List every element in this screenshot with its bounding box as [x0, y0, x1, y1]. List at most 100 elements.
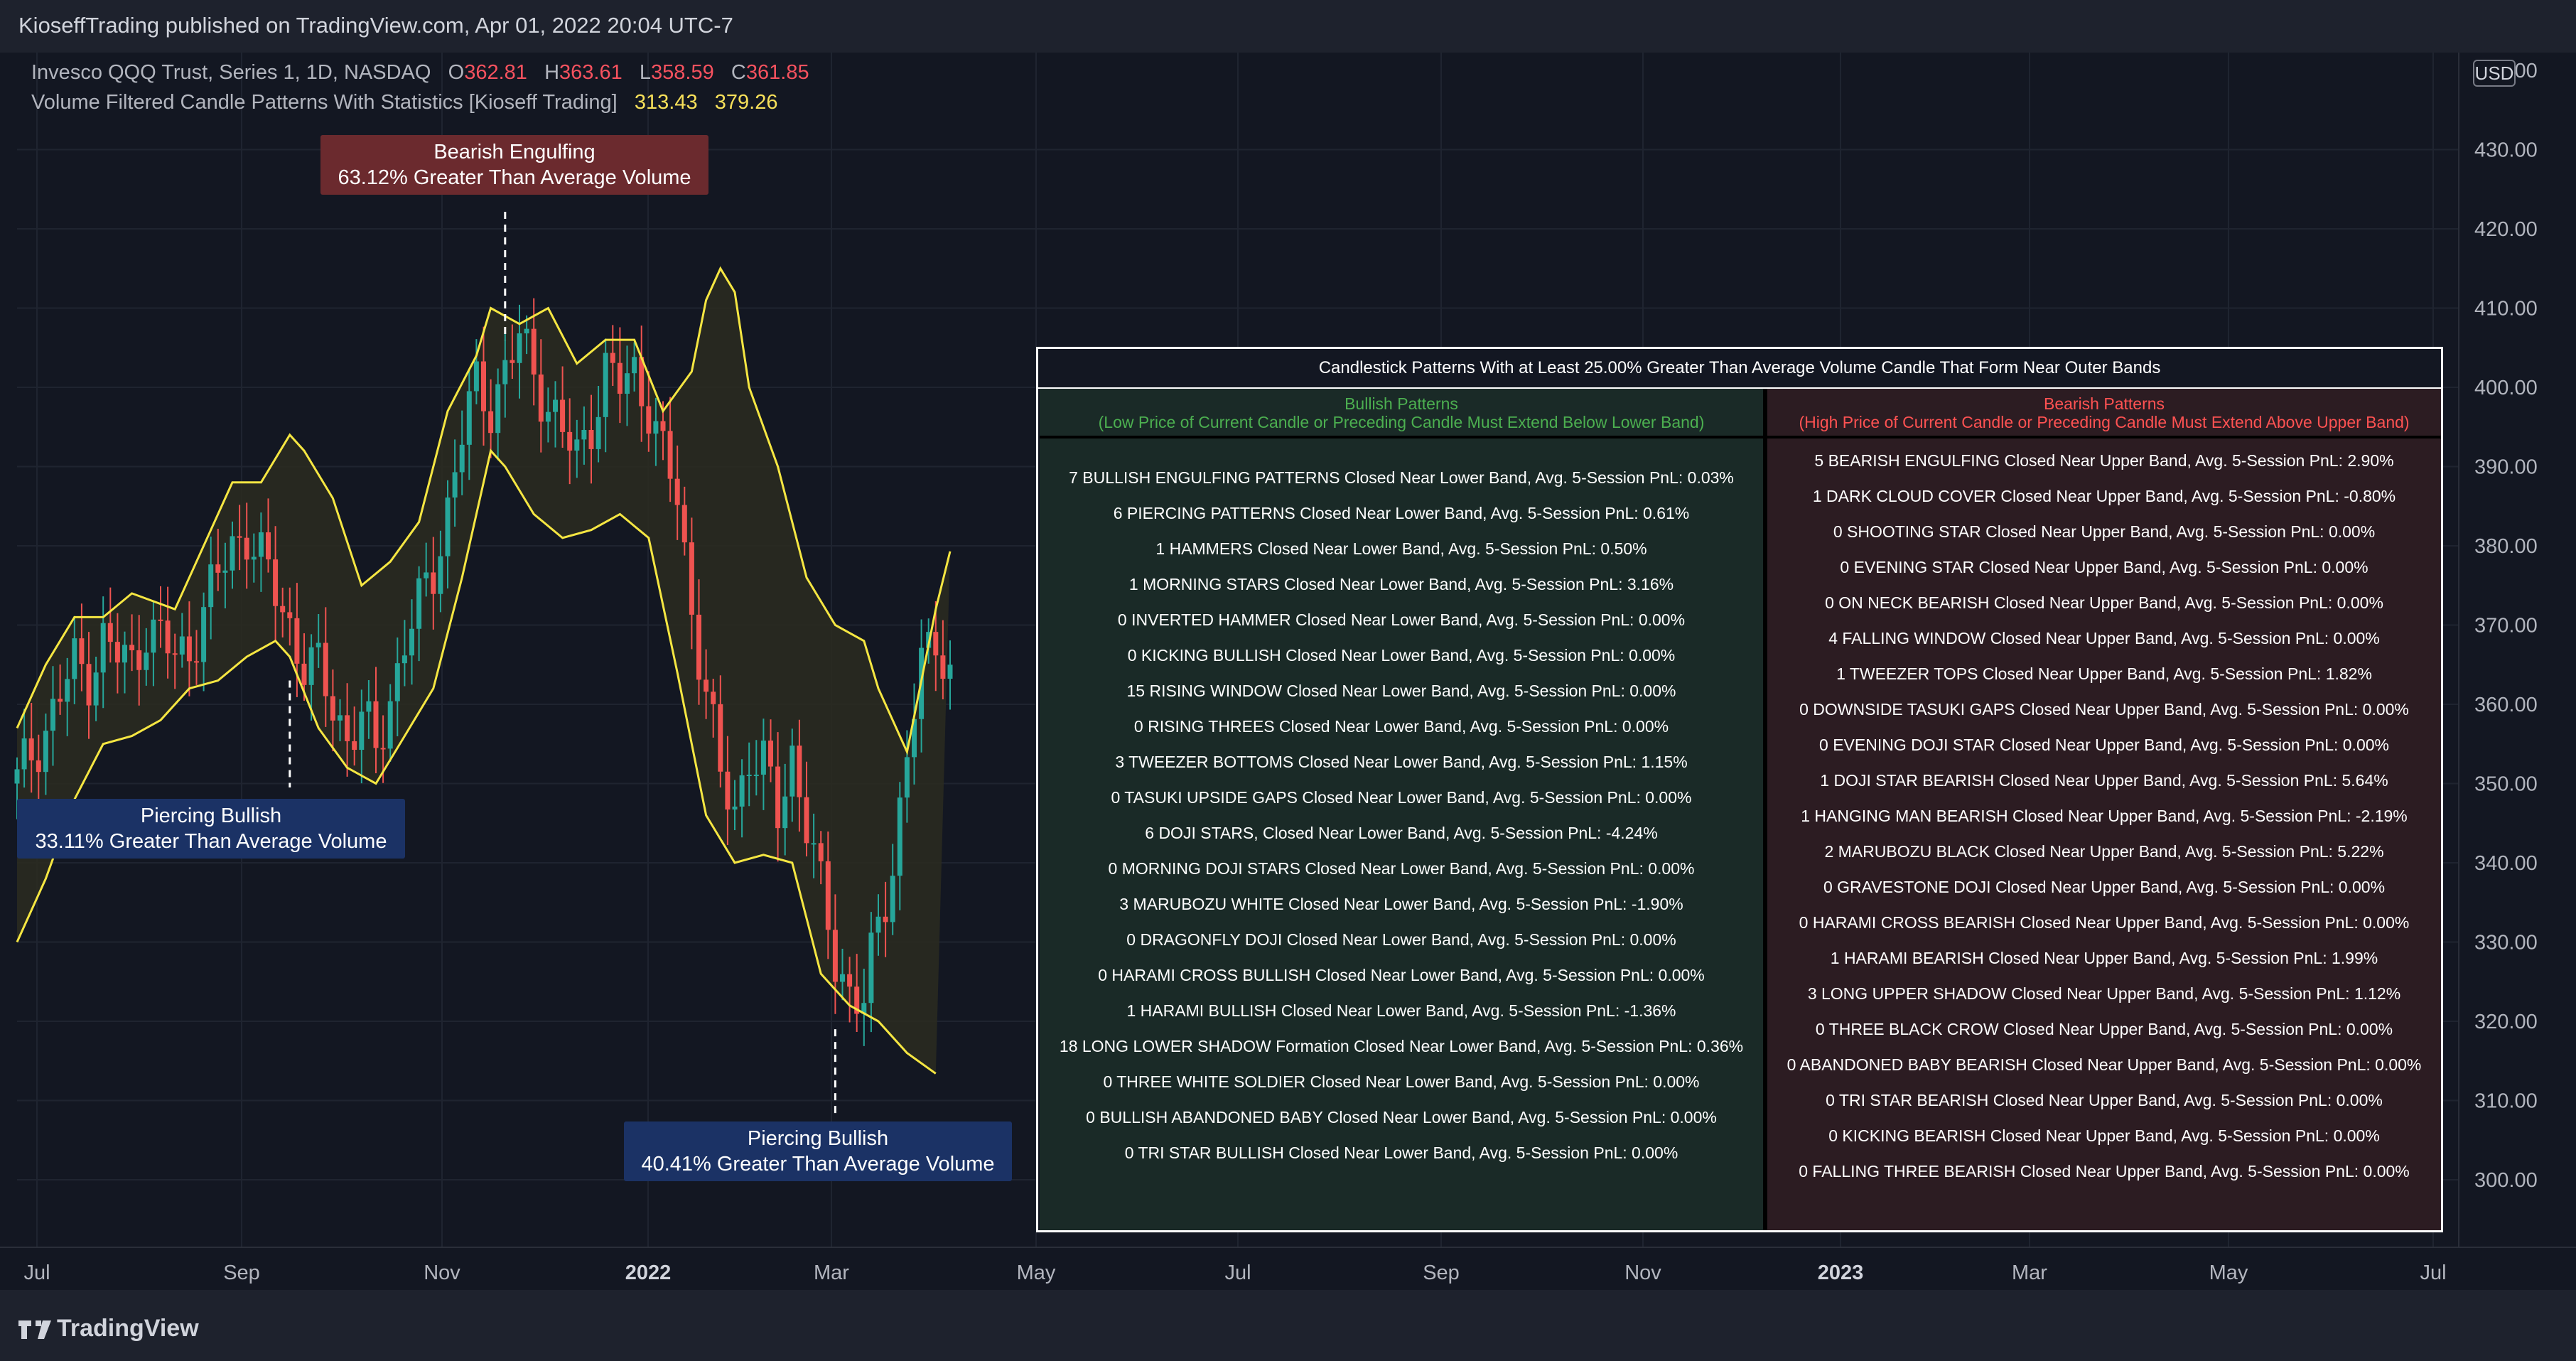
candle-body [704, 679, 709, 692]
candle-body [502, 360, 508, 384]
candle-body [890, 876, 895, 922]
upper-band-line [16, 266, 952, 755]
candle-body [689, 542, 694, 615]
candle-body [545, 411, 551, 422]
bullish-pattern-row: 1 MORNING STARS Closed Near Lower Band, … [1128, 575, 1674, 593]
candle-body [473, 361, 479, 392]
bullish-pattern-row: 15 RISING WINDOW Closed Near Lower Band,… [1126, 682, 1676, 700]
candle-body [273, 559, 279, 606]
candle-body [93, 672, 99, 706]
bullish-pattern-row: 0 TRI STAR BULLISH Closed Near Lower Ban… [1124, 1144, 1678, 1162]
bearish-rows: 5 BEARISH ENGULFING Closed Near Upper Ba… [1767, 443, 2441, 1189]
candle-body [674, 478, 680, 505]
candle-body [50, 699, 55, 731]
candle-body [904, 757, 910, 798]
candle-body [387, 701, 393, 749]
time-tick-label: Nov [1624, 1262, 1661, 1284]
candle-body [567, 431, 573, 451]
candle-body [72, 638, 77, 679]
indicator-value-1: 313.43 [634, 91, 698, 114]
bullish-pattern-row: 0 BULLISH ABANDONED BABY Closed Near Low… [1086, 1108, 1717, 1126]
candle-body [517, 333, 522, 363]
time-tick-label: May [2209, 1262, 2248, 1284]
candle-body [194, 661, 199, 663]
candle-body [933, 632, 939, 656]
bullish-pattern-row: 1 HARAMI BULLISH Closed Near Lower Band,… [1126, 1001, 1676, 1020]
bearish-pattern-row: 3 LONG UPPER SHADOW Closed Near Upper Ba… [1807, 984, 2401, 1003]
candle-body [445, 497, 451, 556]
bearish-pattern-row: 1 TWEEZER TOPS Closed Near Upper Band, A… [1836, 665, 2372, 683]
currency-button[interactable]: USD [2473, 60, 2516, 87]
annotation-text: 40.41% Greater Than Average Volume [641, 1153, 995, 1176]
candle-body [323, 642, 328, 696]
tradingview-logo[interactable]: TradingView [18, 1315, 199, 1343]
bearish-pattern-row: 0 ON NECK BEARISH Closed Near Upper Band… [1825, 593, 2383, 612]
bullish-pattern-row: 0 TASUKI UPSIDE GAPS Closed Near Lower B… [1111, 788, 1692, 807]
candle-body [610, 353, 615, 363]
price-tick-label: 410.00 [2474, 298, 2538, 321]
bearish-pattern-row: 4 FALLING WINDOW Closed Near Upper Band,… [1828, 629, 2380, 647]
pattern-statistics-table: Candlestick Patterns With at Least 25.00… [1036, 347, 2443, 1232]
low-value: 358.59 [651, 61, 714, 84]
candle-body [237, 536, 242, 538]
candle-body [897, 797, 902, 876]
candle-body [359, 711, 365, 751]
symbol-legend[interactable]: Invesco QQQ Trust, Series 1, 1D, NASDAQ … [31, 61, 809, 85]
indicator-legend[interactable]: Volume Filtered Candle Patterns With Sta… [31, 91, 777, 114]
candle-body [402, 655, 407, 664]
candle-body [531, 328, 537, 375]
candle-body [861, 1003, 867, 1014]
bearish-header: Bearish Patterns (High Price of Current … [1767, 389, 2441, 439]
candle-body [230, 536, 235, 571]
bearish-pattern-row: 0 THREE BLACK CROW Closed Near Upper Ban… [1815, 1020, 2393, 1038]
candle-body [825, 861, 831, 930]
time-tick-label: 2023 [1818, 1262, 1864, 1284]
candle-body [136, 650, 142, 670]
bullish-pattern-row: 0 MORNING DOJI STARS Closed Near Lower B… [1108, 859, 1695, 878]
bullish-pattern-row: 0 DRAGONFLY DOJI Closed Near Lower Band,… [1126, 930, 1676, 949]
candle-body [746, 774, 752, 776]
candle-body [122, 645, 127, 663]
candle-body [912, 719, 917, 758]
candle-body [603, 353, 608, 417]
indicator-name: Volume Filtered Candle Patterns With Sta… [31, 91, 618, 114]
bearish-pattern-row: 0 EVENING DOJI STAR Closed Near Upper Ba… [1819, 736, 2389, 754]
candle-body [524, 328, 529, 334]
candle-body [847, 974, 853, 987]
candle-body [251, 556, 257, 560]
time-tick-label: Jul [1224, 1262, 1251, 1284]
bearish-pattern-row: 0 TRI STAR BEARISH Closed Near Upper Ban… [1826, 1091, 2383, 1109]
bearish-pattern-row: 5 BEARISH ENGULFING Closed Near Upper Ba… [1814, 451, 2394, 470]
bullish-header-subtitle: (Low Price of Current Candle or Precedin… [1098, 413, 1705, 431]
candle-body [452, 472, 458, 498]
candle-body [588, 429, 594, 449]
candle-body [639, 357, 645, 407]
candle-body [753, 774, 759, 776]
candle-body [940, 655, 946, 679]
annotation-text: 63.12% Greater Than Average Volume [338, 166, 691, 189]
candle-body [538, 374, 544, 422]
column-divider [1763, 389, 1767, 1230]
price-tick-label: 400.00 [2474, 377, 2538, 399]
candle-body [625, 373, 630, 394]
bullish-pattern-row: 18 LONG LOWER SHADOW Formation Closed Ne… [1059, 1037, 1744, 1055]
candle-body [854, 986, 860, 1014]
top-bar: KioseffTrading published on TradingView.… [0, 0, 2576, 53]
candle-body [646, 406, 652, 434]
candle-body [553, 399, 558, 412]
candle-body [179, 636, 185, 655]
published-info: KioseffTrading published on TradingView.… [18, 13, 733, 38]
bullish-pattern-row: 6 PIERCING PATTERNS Closed Near Lower Ba… [1113, 504, 1690, 522]
candle-body [510, 360, 515, 363]
price-tick-label: 370.00 [2474, 615, 2538, 638]
bearish-pattern-row: 0 KICKING BEARISH Closed Near Upper Band… [1828, 1126, 2380, 1145]
bullish-pattern-row: 0 RISING THREES Closed Near Lower Band, … [1133, 717, 1669, 736]
candle-body [481, 361, 486, 411]
candle-body [287, 612, 293, 618]
candle-body [43, 731, 48, 773]
candle-body [868, 932, 874, 1004]
candle-body [36, 760, 41, 773]
candle-body [394, 663, 400, 701]
candle-body [86, 664, 92, 706]
candle-body [151, 619, 156, 653]
